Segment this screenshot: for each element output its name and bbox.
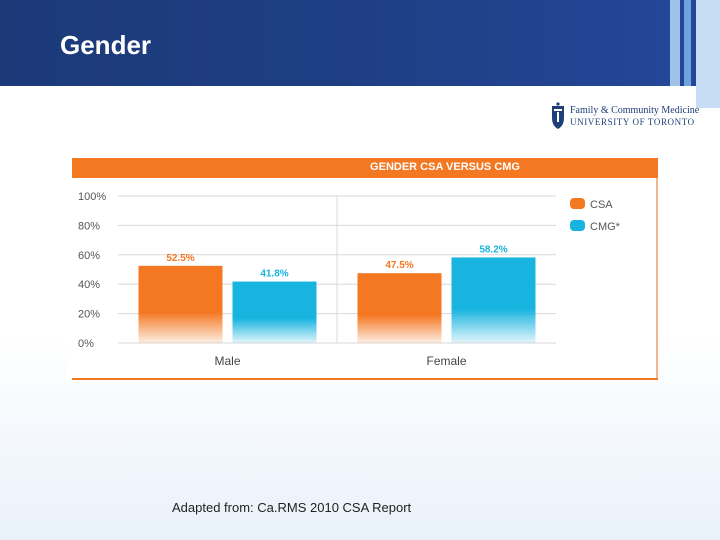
y-tick-label: 100% bbox=[78, 191, 106, 203]
chart-panel: GENDER CSA VERSUS CMG 0% 20% 40% 60% 80% 100%… bbox=[66, 156, 658, 382]
logo-university: UNIVERSITY OF TORONTO bbox=[570, 117, 695, 127]
logo-department: Family & Community Medicine bbox=[570, 105, 700, 116]
y-tick-label: 80% bbox=[78, 220, 100, 232]
chart-title: GENDER CSA VERSUS CMG bbox=[370, 161, 520, 173]
header-accent-stripe bbox=[684, 0, 691, 86]
y-tick-label: 60% bbox=[78, 250, 100, 262]
bar bbox=[232, 281, 317, 343]
bar bbox=[138, 265, 223, 343]
bar bbox=[357, 273, 442, 343]
legend-label: CSA bbox=[590, 199, 613, 211]
bar-chart: 0% 20% 40% 60% 80% 100% 52.5% 41.8% Male 47.5% 58.… bbox=[78, 191, 621, 368]
header-accent-stripe bbox=[670, 0, 680, 86]
x-tick-label: Female bbox=[426, 354, 466, 368]
y-tick-label: 20% bbox=[78, 309, 100, 321]
slide-header: Gender bbox=[0, 0, 720, 86]
university-logo: Family & Community Medicine UNIVERSITY O… bbox=[548, 100, 699, 134]
legend-label: CMG* bbox=[590, 221, 621, 233]
crest-icon bbox=[552, 102, 564, 129]
chart-border bbox=[72, 378, 658, 380]
source-caption: Adapted from: Ca.RMS 2010 CSA Report bbox=[172, 500, 412, 515]
chart-title-banner: GENDER CSA VERSUS CMG bbox=[72, 158, 658, 178]
y-tick-label: 40% bbox=[78, 279, 100, 291]
data-label: 47.5% bbox=[385, 260, 413, 271]
legend-swatch bbox=[570, 220, 585, 231]
header-accent-stripe bbox=[696, 0, 720, 108]
chart-border bbox=[656, 178, 658, 378]
data-label: 41.8% bbox=[260, 269, 288, 280]
legend-swatch bbox=[570, 198, 585, 209]
data-label: 58.2% bbox=[479, 244, 507, 255]
x-tick-label: Male bbox=[214, 354, 240, 368]
bar bbox=[451, 257, 536, 343]
y-tick-label: 0% bbox=[78, 338, 94, 350]
data-label: 52.5% bbox=[166, 253, 194, 264]
slide-title: Gender bbox=[60, 30, 152, 60]
